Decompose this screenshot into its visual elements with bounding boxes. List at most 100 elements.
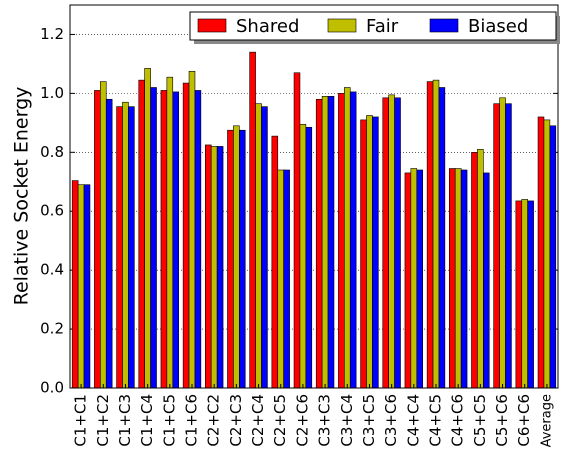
bar [94, 90, 101, 389]
bar [432, 79, 440, 389]
x-tick-label: C2+C4 [249, 394, 267, 447]
bar [471, 152, 478, 389]
x-tick-label: C2+C2 [205, 394, 223, 447]
bar [216, 146, 224, 389]
bar [382, 97, 389, 389]
bar [205, 144, 212, 389]
bar [166, 76, 174, 389]
bar [71, 180, 79, 389]
legend-swatch [429, 18, 459, 33]
y-tick-label: 0.0 [40, 379, 64, 397]
bar [483, 172, 490, 389]
x-tick-label: C2+C3 [227, 394, 245, 447]
bar [493, 103, 500, 389]
bar [77, 184, 85, 389]
plot-frame [69, 4, 559, 389]
x-tick-label: C3+C5 [360, 394, 378, 447]
bar [426, 81, 434, 389]
x-tick-label: C3+C3 [316, 394, 334, 447]
bar [338, 93, 345, 389]
bar [83, 184, 91, 389]
x-tick-label: C4+C6 [449, 394, 467, 447]
y-tick-label: 0.6 [40, 202, 64, 220]
x-tick-label: C4+C5 [427, 394, 445, 447]
bar [394, 97, 401, 389]
legend [189, 11, 557, 41]
bar [271, 135, 279, 389]
bar [160, 90, 168, 389]
x-tick-label: C1+C2 [94, 394, 112, 447]
bar [388, 94, 395, 389]
bar [416, 169, 423, 389]
x-tick-label: C1+C6 [183, 394, 201, 447]
x-tick-label: C5+C5 [471, 394, 489, 447]
bar [138, 79, 145, 389]
y-tick-label: 0.4 [40, 261, 64, 279]
bar [327, 96, 335, 389]
bar [261, 106, 268, 389]
bar [543, 119, 551, 389]
bar [477, 149, 484, 389]
bar [255, 103, 262, 389]
x-tick-label: C2+C5 [271, 394, 289, 447]
x-tick-label: C3+C6 [382, 394, 400, 447]
bar [305, 126, 313, 389]
bar [249, 51, 256, 389]
legend-label: Biased [468, 16, 528, 37]
bar [449, 168, 456, 389]
bar [372, 116, 379, 389]
bar [410, 168, 418, 389]
bar [116, 106, 123, 389]
legend-label: Fair [366, 16, 399, 37]
bar [438, 87, 446, 389]
legend-label: Shared [236, 16, 299, 37]
bar [182, 82, 190, 389]
bar [527, 200, 534, 389]
bar [521, 199, 528, 389]
bar [349, 91, 357, 389]
bar [227, 129, 234, 389]
bar [144, 68, 151, 389]
bar [194, 90, 202, 389]
x-tick-label: C4+C4 [404, 394, 422, 447]
x-tick-label: C5+C6 [493, 394, 511, 447]
bar [321, 96, 329, 389]
y-tick-label: 0.2 [40, 320, 64, 338]
bar [454, 168, 462, 389]
bar [233, 125, 240, 389]
x-tick-label: C2+C6 [293, 394, 311, 447]
y-tick-label: 0.8 [40, 143, 64, 161]
bar [172, 91, 179, 389]
bar [128, 106, 135, 389]
legend-swatch [327, 18, 357, 33]
bar [122, 101, 129, 389]
bar [515, 200, 523, 389]
y-tick-label: 1.2 [40, 25, 64, 43]
y-tick-label: 1.0 [40, 84, 64, 102]
bar [549, 125, 557, 389]
bar [283, 169, 290, 389]
bar [344, 87, 351, 389]
x-tick-label: C1+C4 [138, 394, 156, 447]
bar [460, 169, 468, 389]
bar [499, 97, 506, 389]
x-tick-label: C6+C6 [515, 394, 533, 447]
bar [315, 98, 323, 389]
bar [239, 129, 246, 389]
bar [404, 172, 412, 389]
bar [105, 98, 113, 389]
bar [366, 115, 373, 389]
y-axis-label: Relative Socket Energy [11, 87, 33, 306]
bar [188, 70, 196, 389]
bar [299, 124, 307, 389]
x-tick-label: C1+C5 [160, 394, 178, 447]
bar [100, 81, 107, 389]
bar [210, 146, 218, 389]
x-tick-label: Average [539, 394, 554, 447]
bar [150, 87, 157, 389]
bar [537, 116, 545, 389]
bar [293, 72, 301, 389]
x-tick-label: C3+C4 [338, 394, 356, 447]
bar [277, 169, 284, 389]
